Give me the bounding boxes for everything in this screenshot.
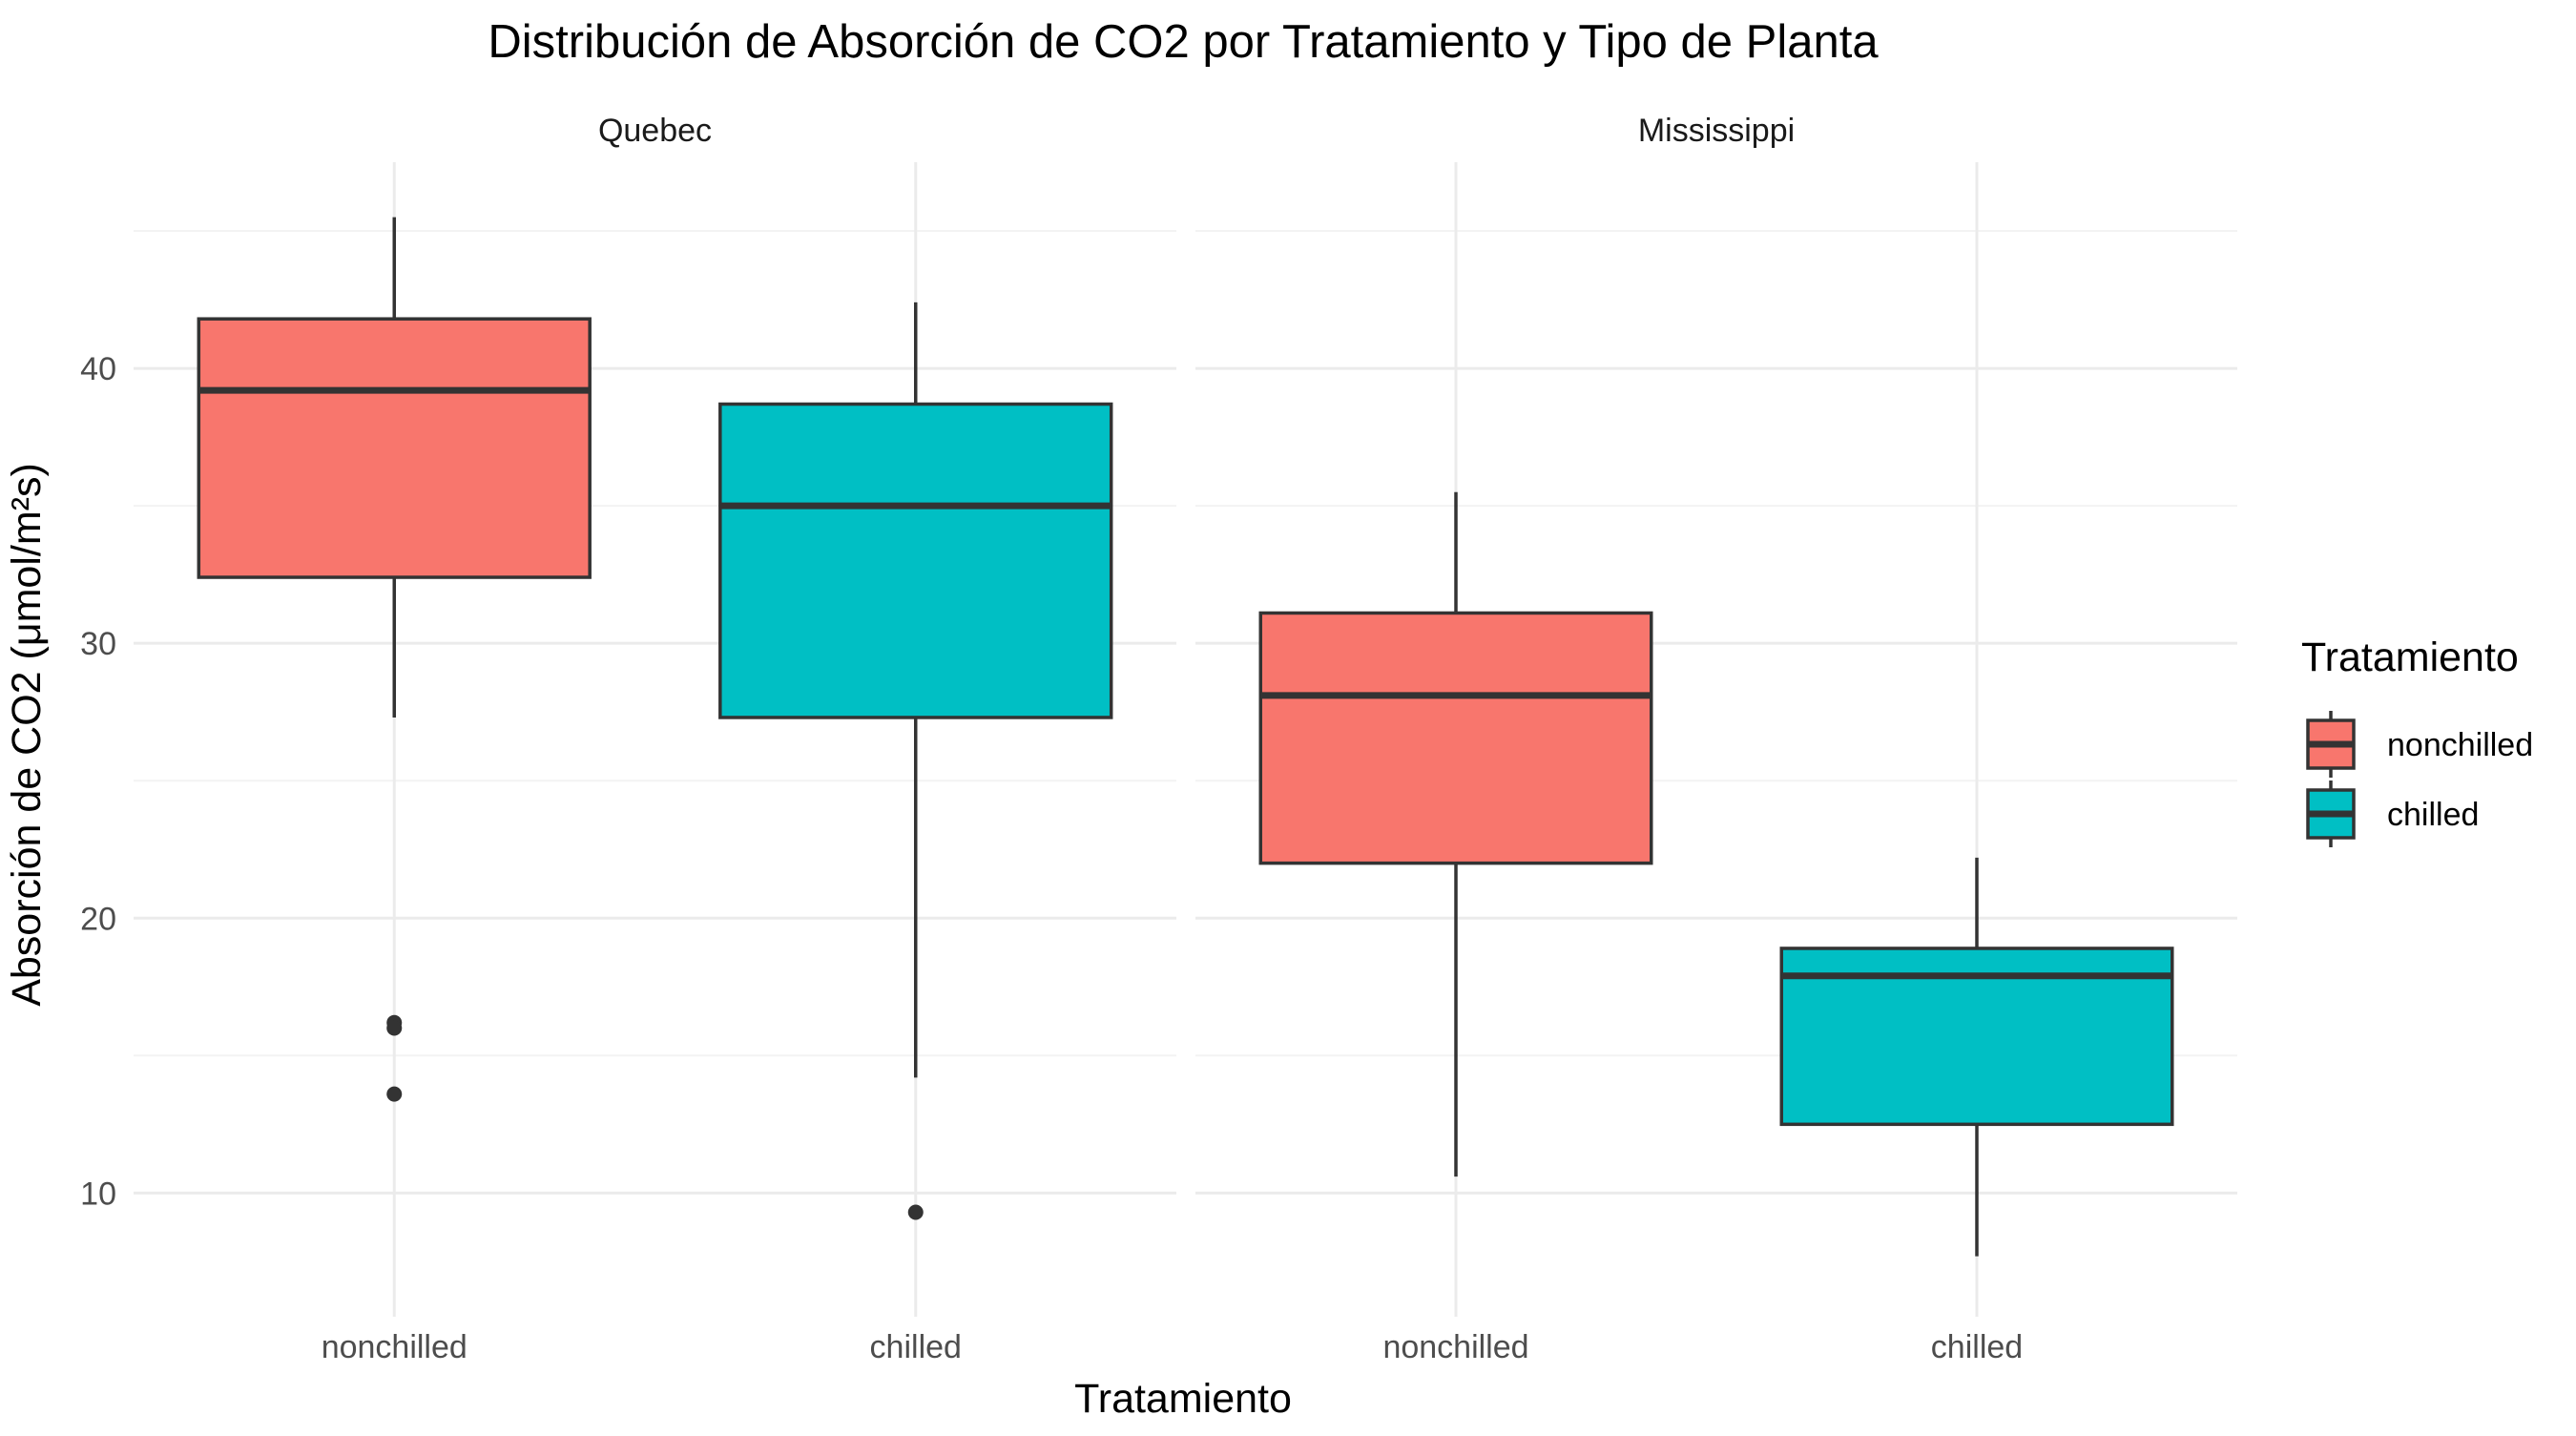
box-iqr (1258, 611, 1653, 865)
legend-label: nonchilled (2387, 727, 2533, 763)
box-iqr (718, 402, 1113, 719)
box-mississippi-nonchilled (1258, 491, 1653, 1177)
box-quebec-nonchilled (197, 217, 592, 1102)
legend-label: chilled (2387, 797, 2479, 833)
y-tick-label: 10 (80, 1176, 116, 1212)
facet-panel-mississippi: Mississippi nonchilled chilled (1195, 113, 2237, 1365)
outlier-point (386, 1086, 403, 1102)
chart-title: Distribución de Absorción de CO2 por Tra… (488, 16, 1879, 68)
y-tick-label: 30 (80, 626, 116, 662)
outlier-point (907, 1204, 924, 1220)
x-tick-label: chilled (1931, 1329, 2023, 1365)
facet-panel-quebec: Quebec nonchilled chilled (134, 113, 1176, 1365)
legend-key-nonchilled (2306, 711, 2356, 778)
box-quebec-chilled (718, 302, 1113, 1220)
facet-panels: Quebec nonchilled chilled Mississippi nonchi… (80, 113, 2237, 1365)
box-mississippi-chilled (1779, 857, 2174, 1257)
x-tick-label: nonchilled (1382, 1329, 1528, 1365)
x-axis-title: Tratamiento (1074, 1376, 1292, 1422)
facet-strip-label: Quebec (598, 113, 712, 149)
y-tick-label: 20 (80, 901, 116, 937)
legend-title: Tratamiento (2301, 635, 2519, 680)
facet-strip-label: Mississippi (1638, 113, 1795, 149)
box-iqr (197, 317, 592, 579)
x-tick-label: chilled (870, 1329, 962, 1365)
outlier-point (386, 1020, 403, 1036)
x-tick-label: nonchilled (322, 1329, 467, 1365)
legend: Tratamiento nonchilled chilled (2301, 635, 2533, 847)
y-axis-title: Absorción de CO2 (μmol/m²s) (4, 463, 50, 1007)
legend-key-chilled (2306, 780, 2356, 847)
y-tick-label: 40 (80, 351, 116, 387)
